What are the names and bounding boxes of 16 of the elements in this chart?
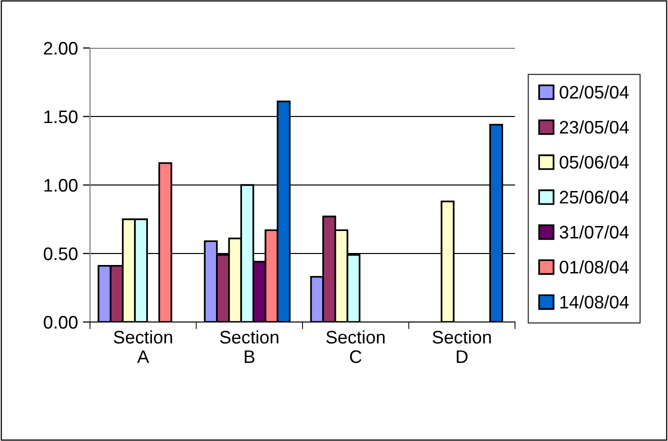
legend-label: 14/08/04: [560, 295, 629, 309]
y-tick-label: 0.50: [44, 247, 78, 260]
x-tick-label: Section C: [326, 330, 385, 364]
legend-label: 25/06/04: [560, 190, 629, 204]
y-tick-label: 2.00: [44, 42, 78, 55]
legend-label: 05/06/04: [560, 155, 629, 169]
y-tick-label: 0.00: [44, 316, 78, 329]
legend-label: 31/07/04: [560, 225, 629, 239]
x-tick-label: Section A: [114, 330, 172, 363]
y-tick-label: 1.50: [44, 110, 78, 124]
y-tick-label: 1.00: [44, 178, 78, 192]
legend-label: 02/05/04: [560, 85, 629, 99]
legend-label: 23/05/04: [560, 120, 629, 134]
x-tick-label: Section D: [432, 330, 491, 363]
legend-label: 01/08/04: [560, 260, 629, 274]
x-tick-label: Section B: [220, 330, 278, 363]
